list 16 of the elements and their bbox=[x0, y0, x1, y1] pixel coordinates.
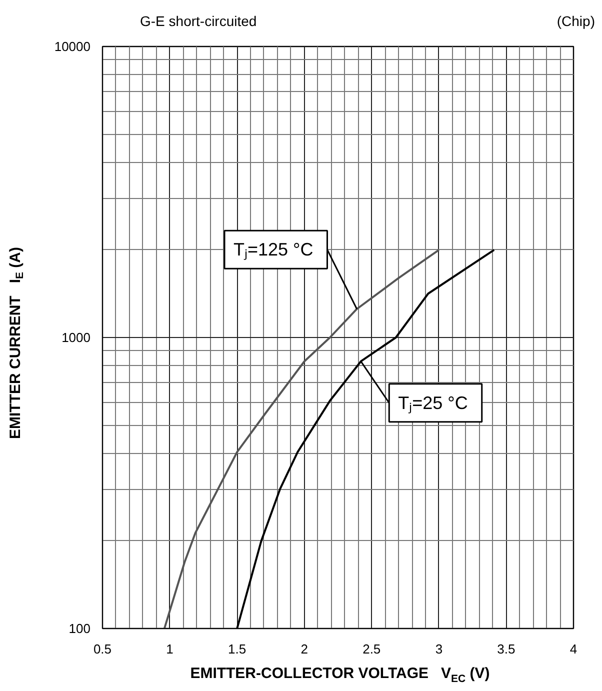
x-tick-label: 2 bbox=[300, 642, 308, 656]
y-tick-label: 1000 bbox=[62, 330, 90, 345]
annotation: Tⱼ=125 °C bbox=[233, 240, 314, 261]
y-tick-label: 100 bbox=[68, 621, 91, 636]
x-tick-label: 2.5 bbox=[362, 642, 381, 656]
x-tick-label: 3 bbox=[435, 642, 443, 656]
chart-title: G-E short-circuited bbox=[140, 13, 257, 29]
annotation: Tⱼ=25 °C bbox=[398, 392, 468, 414]
x-tick-label: 4 bbox=[570, 642, 578, 656]
x-axis-title: EMITTER-COLLECTOR VOLTAGE V$_{EC}$ (V) bbox=[189, 664, 491, 687]
x-tick-label: 1 bbox=[166, 642, 174, 656]
x-tick-label: 0.5 bbox=[93, 642, 112, 656]
text: (Chip) bbox=[556, 13, 595, 29]
y-tick-label: 10000 bbox=[54, 39, 91, 54]
x-tick-label: 3.5 bbox=[497, 642, 516, 656]
x-tick-label: 1.5 bbox=[228, 642, 246, 656]
